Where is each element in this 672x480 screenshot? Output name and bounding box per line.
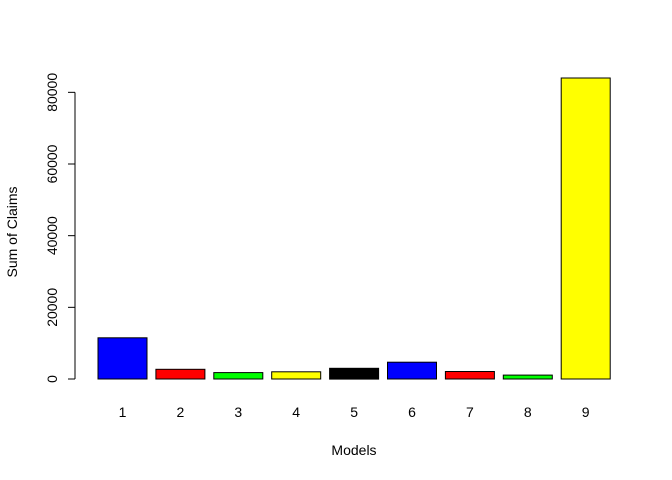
x-tick-label: 6 xyxy=(408,404,416,420)
x-tick-label: 8 xyxy=(524,404,532,420)
bar-8 xyxy=(502,374,553,380)
y-axis: 0 20000 40000 60000 80000 xyxy=(44,73,76,383)
x-tick-label: 3 xyxy=(234,404,242,420)
y-axis-label: Sum of Claims xyxy=(4,186,20,277)
bar-9 xyxy=(560,77,611,380)
bar-2 xyxy=(155,368,206,380)
bar-3 xyxy=(213,372,264,380)
x-tick-label: 2 xyxy=(177,404,185,420)
y-tick-label: 0 xyxy=(44,375,60,383)
bar-5 xyxy=(329,367,380,380)
y-tick-label: 60000 xyxy=(44,144,60,183)
bars-group xyxy=(97,77,611,380)
y-tick-label: 80000 xyxy=(44,73,60,112)
bar-1 xyxy=(97,337,148,380)
bar-4 xyxy=(271,371,322,380)
y-tick-label: 20000 xyxy=(44,288,60,327)
x-tick-label: 4 xyxy=(292,404,300,420)
bar-6 xyxy=(387,361,437,380)
x-tick-labels: 1 2 3 4 5 6 7 8 9 xyxy=(119,404,590,420)
bar-7 xyxy=(444,371,495,380)
y-tick-label: 40000 xyxy=(44,216,60,255)
x-tick-label: 5 xyxy=(350,404,358,420)
x-axis-label: Models xyxy=(331,442,376,458)
x-tick-label: 1 xyxy=(119,404,127,420)
x-tick-label: 9 xyxy=(582,404,590,420)
x-tick-label: 7 xyxy=(466,404,474,420)
